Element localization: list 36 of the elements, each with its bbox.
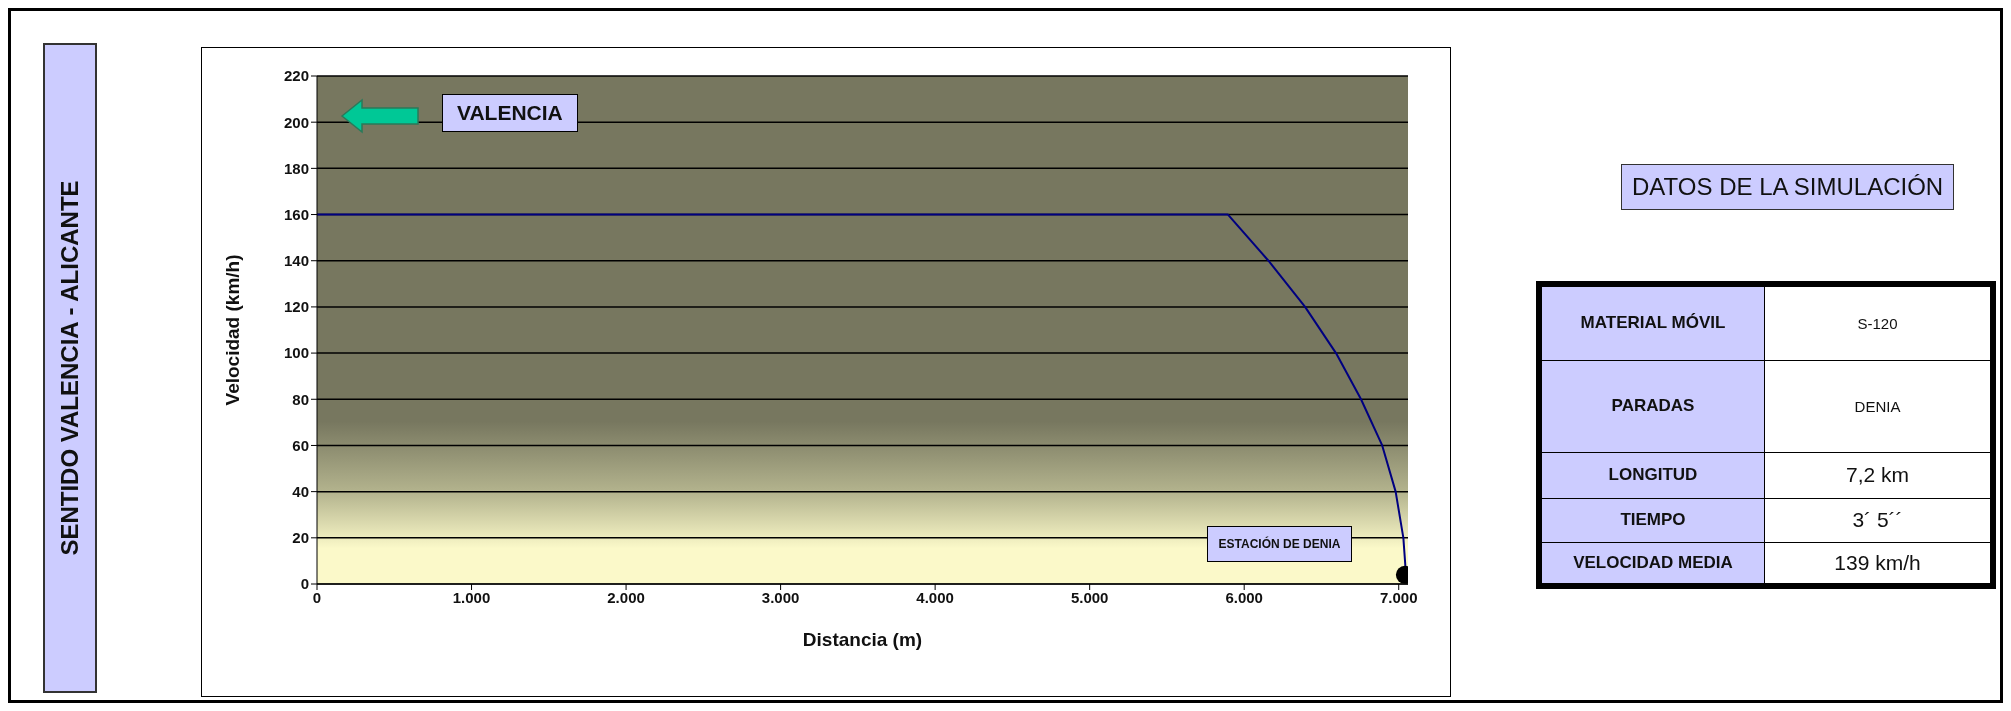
text: 139 km/h <box>1764 542 1993 586</box>
text: VELOCIDAD MEDIA <box>1539 542 1765 586</box>
x-tick-label: 2.000 <box>607 588 645 606</box>
x-tick-label: 3.000 <box>761 588 800 606</box>
y-tick-label: 100 <box>283 344 309 362</box>
text: 3´ 5´´ <box>1764 498 1993 542</box>
annotation: VALENCIA <box>442 94 578 132</box>
text: TIEMPO <box>1539 498 1765 542</box>
text: SENTIDO VALENCIA - ALICANTE <box>56 180 84 556</box>
text: DATOS DE LA SIMULACIÓN <box>1621 164 1955 210</box>
x-tick-label: 7.000 <box>1379 588 1418 606</box>
text: MATERIAL MÓVIL <box>1539 284 1765 360</box>
text: DENIA <box>1764 360 1993 452</box>
text: LONGITUD <box>1539 452 1765 498</box>
y-tick-label: 200 <box>283 113 309 131</box>
y-tick-label: 180 <box>283 159 309 177</box>
text: PARADAS <box>1539 360 1765 452</box>
y-tick-label: 0 <box>300 575 309 593</box>
y-tick-label: 160 <box>283 205 309 223</box>
annotation: ESTACIÓN DE DENIA <box>1207 526 1352 562</box>
x-tick-label: 6.000 <box>1225 588 1263 606</box>
y-tick-label: 140 <box>283 252 309 270</box>
y-tick-label: 40 <box>292 482 309 500</box>
y-tick-label: 60 <box>292 436 309 454</box>
text: 7,2 km <box>1764 452 1993 498</box>
x-tick-label: 5.000 <box>1070 588 1109 606</box>
y-tick-label: 120 <box>283 298 309 316</box>
text: S-120 <box>1764 284 1993 360</box>
y-tick-label: 80 <box>292 390 309 408</box>
y-axis-title: Velocidad (km/h) <box>221 254 243 406</box>
y-tick-label: 220 <box>283 67 309 85</box>
x-tick-label: 4.000 <box>916 588 954 606</box>
x-tick-label: 0 <box>312 588 322 606</box>
x-axis-title: Distancia (m) <box>802 629 923 650</box>
x-tick-label: 1.000 <box>452 588 491 606</box>
y-tick-label: 20 <box>292 529 309 547</box>
